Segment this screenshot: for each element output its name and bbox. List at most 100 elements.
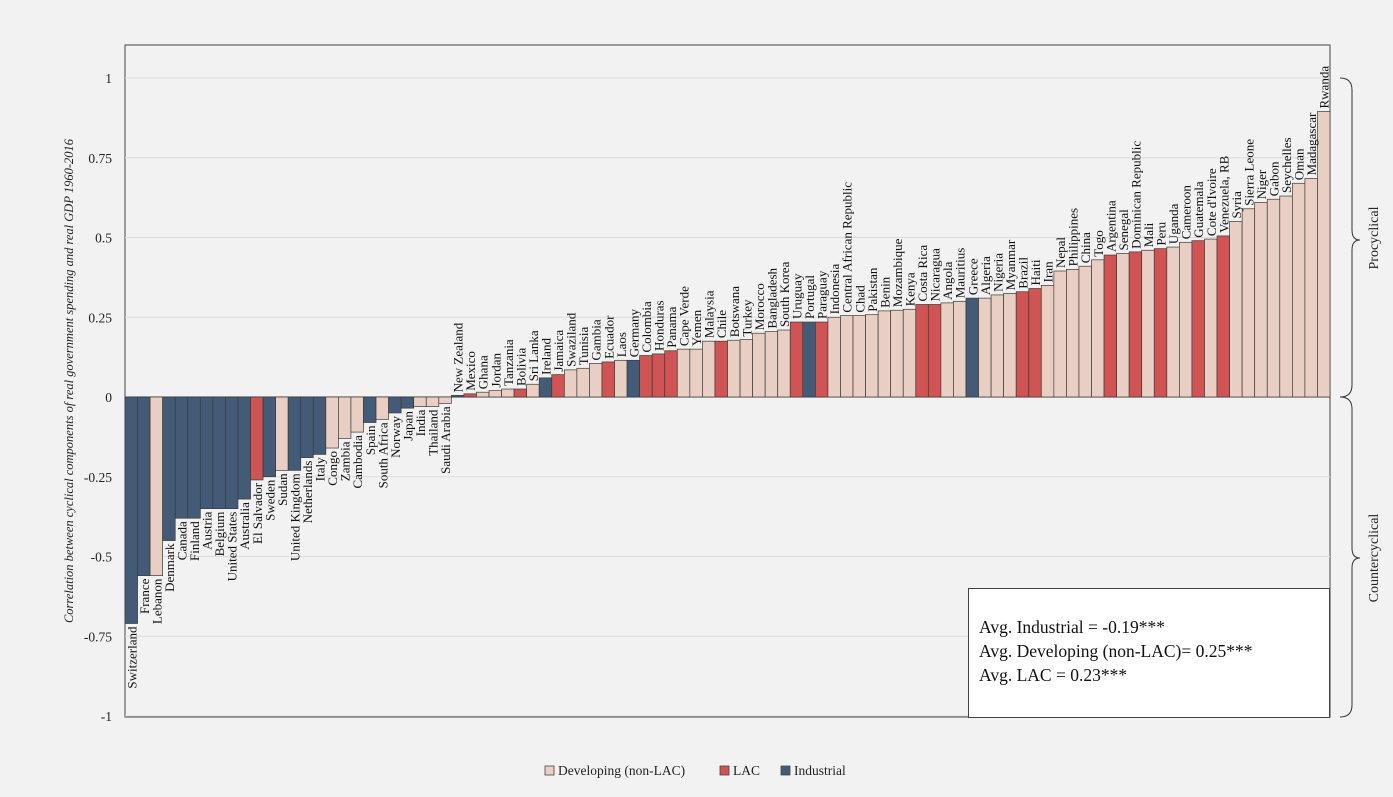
- category-label: Togo: [1091, 230, 1106, 257]
- category-label: Denmark: [162, 543, 177, 592]
- category-label: Guatemala: [1191, 181, 1206, 238]
- category-label: Chad: [852, 285, 867, 313]
- category-label: Sri Lanka: [526, 330, 541, 381]
- category-label: United States: [225, 512, 240, 582]
- bar: [714, 340, 728, 398]
- procyclical-label: Procyclical: [1367, 206, 1382, 269]
- legend-label-developing: Developing (non-LAC): [558, 763, 685, 778]
- category-label: Pakistan: [865, 267, 880, 312]
- category-label: Argentina: [1103, 200, 1118, 252]
- y-tick-labels: 1 0.75 0.5 0.25 0 -0.25 -0.5 -0.75 -1: [84, 71, 112, 724]
- bar: [764, 331, 779, 398]
- category-label: Uruguay: [790, 273, 805, 319]
- bar: [388, 396, 402, 414]
- category-label: Nigeria: [990, 253, 1005, 292]
- category-label: Jordan: [488, 352, 503, 387]
- y-tick-label: 0.75: [88, 151, 112, 166]
- y-tick-label: -1: [101, 709, 112, 724]
- y-tick-label: -0.5: [91, 550, 113, 565]
- bar: [425, 396, 440, 407]
- bar: [865, 314, 879, 398]
- bar: [1141, 249, 1155, 398]
- category-label: Benin: [877, 276, 892, 308]
- category-label: Switzerland: [124, 626, 139, 689]
- category-label: Niger: [1254, 169, 1269, 199]
- bar: [1015, 291, 1030, 398]
- countercyclical-bracket: Countercyclical: [1339, 396, 1382, 718]
- category-label: Spain: [363, 425, 378, 455]
- bar: [651, 353, 666, 398]
- bar: [1028, 288, 1042, 398]
- legend-swatch-developing: [544, 765, 555, 776]
- category-label: Germany: [626, 308, 641, 357]
- category-label: Brazil: [1015, 257, 1030, 289]
- category-label: Myanmar: [1003, 239, 1018, 290]
- bar: [438, 396, 452, 404]
- bar: [149, 396, 164, 576]
- bar: [614, 359, 628, 398]
- bar: [538, 377, 553, 398]
- category-label: Cambodia: [350, 435, 365, 489]
- category-label: Australia: [237, 502, 252, 550]
- category-label: Senegal: [1116, 209, 1131, 251]
- bar: [463, 393, 477, 398]
- bar: [551, 374, 565, 398]
- category-label: Panama: [664, 306, 679, 347]
- bar: [275, 396, 289, 471]
- bar: [350, 396, 364, 433]
- category-label: Mali: [1141, 222, 1156, 247]
- bar: [187, 396, 201, 519]
- bar: [137, 396, 151, 576]
- bar: [589, 363, 603, 398]
- bar: [840, 315, 854, 398]
- bar: [174, 396, 189, 519]
- bar: [413, 396, 427, 407]
- category-label: Chile: [714, 310, 729, 338]
- category-label: Peru: [1154, 221, 1169, 245]
- bar: [676, 348, 691, 398]
- category-label: Central African Republic: [840, 182, 855, 313]
- bar: [250, 396, 264, 481]
- category-label: Cape Verde: [677, 286, 692, 346]
- bar: [1216, 235, 1230, 398]
- bar: [1066, 269, 1080, 398]
- averages-box: Avg. Industrial = -0.19*** Avg. Developi…: [968, 588, 1330, 718]
- bar: [1241, 208, 1256, 398]
- bar: [777, 329, 791, 398]
- bar: [752, 332, 766, 398]
- avg-industrial: Avg. Industrial = -0.19***: [979, 617, 1165, 637]
- bar: [501, 388, 515, 398]
- bar: [1304, 178, 1318, 398]
- bar: [902, 308, 917, 398]
- category-label: Kenya: [903, 272, 918, 306]
- bar: [1053, 270, 1067, 398]
- category-label: Rwanda: [1317, 66, 1332, 109]
- bar: [338, 396, 352, 439]
- bar: [727, 339, 741, 398]
- category-label: Malaysia: [702, 290, 717, 338]
- bar: [1229, 221, 1243, 398]
- category-label: Netherlands: [300, 461, 315, 524]
- category-label: Tunisia: [576, 327, 591, 366]
- bar: [789, 321, 804, 398]
- category-label: Lebanon: [149, 578, 164, 624]
- category-label: Philippines: [1066, 208, 1081, 267]
- category-label: Gabon: [1267, 161, 1282, 196]
- category-label: Ireland: [538, 338, 553, 375]
- y-tick-label: 0.5: [95, 231, 112, 246]
- category-label: Venezuela, RB: [1216, 155, 1231, 233]
- category-label: Thailand: [426, 409, 441, 456]
- bar: [890, 309, 904, 398]
- bar: [1166, 246, 1180, 398]
- bar: [965, 297, 979, 398]
- category-label: Bangladesh: [764, 267, 779, 328]
- y-tick-label: 1: [105, 71, 112, 86]
- category-label: Canada: [174, 521, 189, 560]
- bar: [639, 355, 653, 398]
- category-label: Portugal: [802, 275, 817, 319]
- bar: [162, 396, 176, 541]
- category-label: Italy: [313, 457, 328, 481]
- bar: [1091, 259, 1105, 398]
- bar: [1317, 111, 1331, 398]
- bar: [1254, 202, 1268, 398]
